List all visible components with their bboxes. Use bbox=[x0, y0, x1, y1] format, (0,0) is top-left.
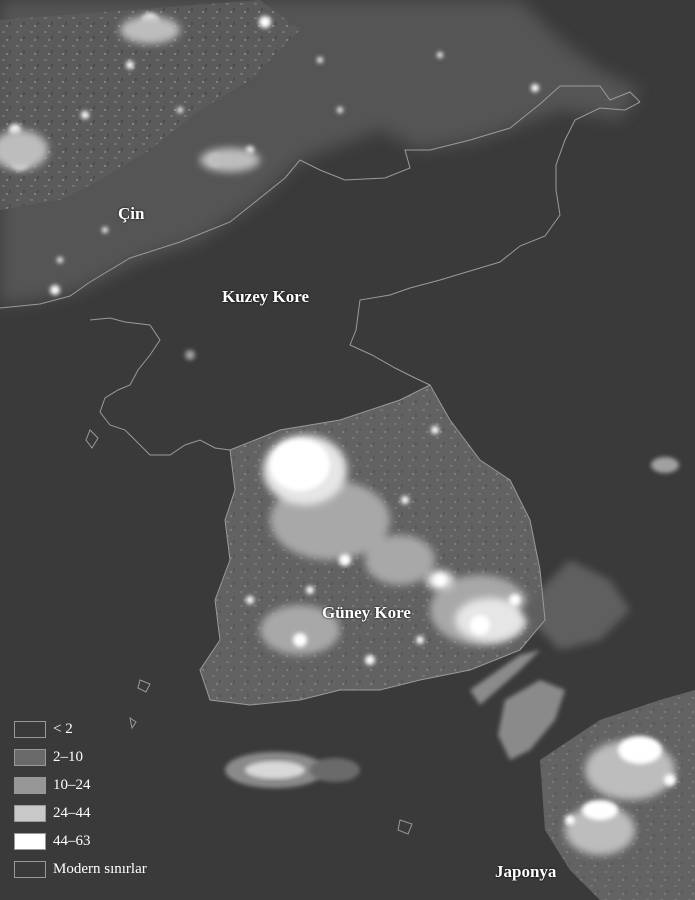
legend-item: < 2 bbox=[14, 718, 73, 740]
legend-label: 2–10 bbox=[53, 748, 83, 765]
label-china: Çin bbox=[118, 204, 145, 223]
modern-borders bbox=[0, 85, 641, 835]
south-korea-lights bbox=[200, 385, 545, 705]
legend-label: < 2 bbox=[53, 720, 73, 737]
legend-item: 44–63 bbox=[14, 830, 91, 852]
jeju-island bbox=[225, 752, 360, 788]
legend-swatch-border bbox=[14, 860, 46, 878]
legend-item: 10–24 bbox=[14, 774, 91, 796]
japan-lights bbox=[470, 560, 695, 900]
legend-swatch bbox=[14, 748, 46, 766]
legend-swatch bbox=[14, 804, 46, 822]
legend-item: Modern sınırlar bbox=[14, 858, 147, 880]
legend-item: 24–44 bbox=[14, 802, 91, 824]
legend-label: 44–63 bbox=[53, 832, 91, 849]
legend-swatch bbox=[14, 720, 46, 738]
legend-swatch bbox=[14, 832, 46, 850]
legend-label: Modern sınırlar bbox=[53, 860, 147, 877]
legend-swatch bbox=[14, 776, 46, 794]
legend-label: 10–24 bbox=[53, 776, 91, 793]
label-japan: Japonya bbox=[495, 862, 557, 881]
legend-label: 24–44 bbox=[53, 804, 91, 821]
label-north-korea: Kuzey Kore bbox=[222, 287, 310, 306]
china-lights bbox=[0, 0, 640, 305]
label-south-korea: Güney Kore bbox=[322, 603, 411, 622]
legend-item: 2–10 bbox=[14, 746, 83, 768]
misc-lights bbox=[185, 350, 679, 473]
